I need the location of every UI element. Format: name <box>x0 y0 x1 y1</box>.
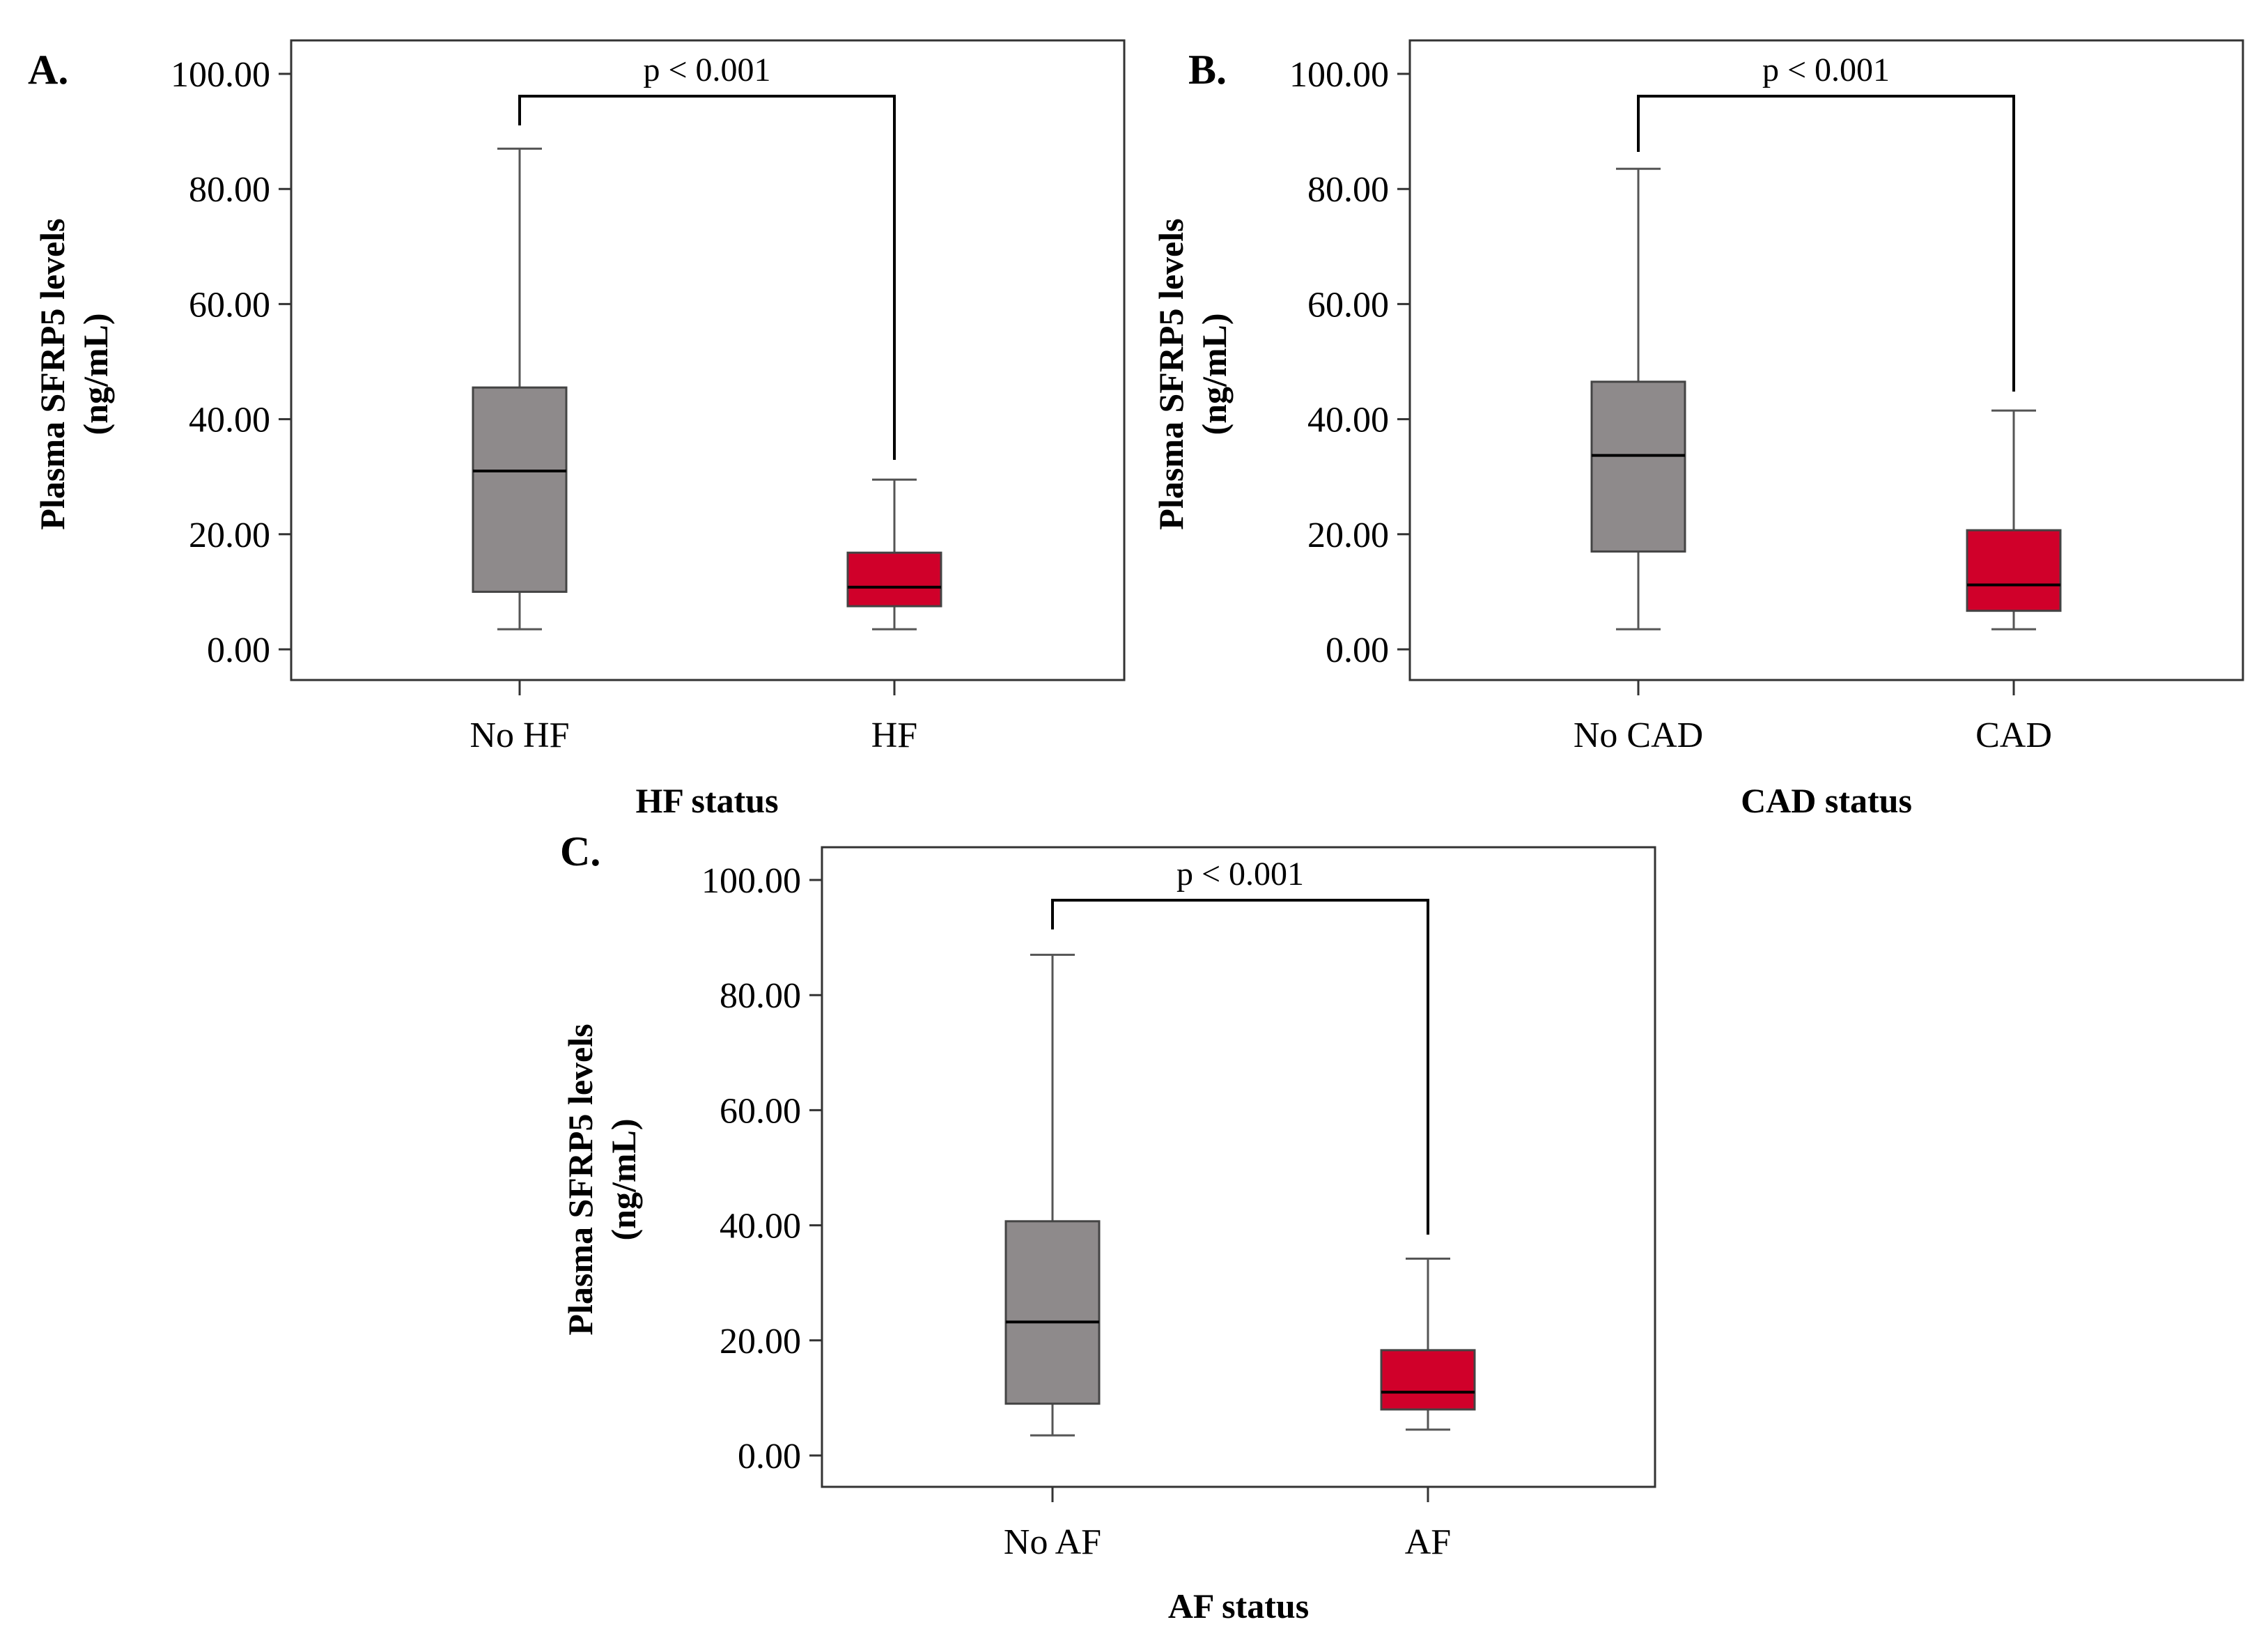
significance-bracket <box>1637 95 2015 392</box>
y-tick-label: 20.00 <box>189 516 270 555</box>
iqr-box <box>472 386 568 593</box>
box-no-af: No AF <box>1004 953 1101 1562</box>
p-value-label: p < 0.001 <box>1176 856 1304 893</box>
y-tick-label: 0.00 <box>738 1437 801 1476</box>
box-no-cad: No CAD <box>1574 167 1703 755</box>
y-tick-label: 80.00 <box>189 170 270 210</box>
panel-label: B. <box>1188 47 1227 93</box>
y-tick-label: 60.00 <box>720 1091 801 1131</box>
y-axis-title: (ng/mL) <box>604 1119 643 1241</box>
y-axis-title: Plasma SFRP5 levels <box>561 1024 600 1335</box>
panel-label: A. <box>28 47 68 93</box>
y-tick-label: 40.00 <box>720 1207 801 1246</box>
y-tick-label: 100.00 <box>1289 55 1389 95</box>
iqr-box <box>1380 1349 1476 1411</box>
y-tick-label: 60.00 <box>1307 285 1389 325</box>
plot-frame <box>290 39 1126 681</box>
chart-panel-a: A. 0.00 20.00 40.00 60.00 80.00 100.00 Plasma S… <box>28 39 1126 820</box>
y-tick-label: 40.00 <box>189 401 270 440</box>
iqr-box <box>1590 380 1686 553</box>
x-category-label: HF <box>871 716 917 755</box>
iqr-box <box>1004 1220 1101 1405</box>
plot-frame <box>821 846 1656 1488</box>
chart-panel-b: B. 0.00 20.00 40.00 60.00 80.00 100.00 Plasma S… <box>1151 39 2244 820</box>
box-no-hf: No HF <box>469 147 570 755</box>
p-value-label: p < 0.001 <box>643 52 770 88</box>
y-axis-title: (ng/mL) <box>1195 314 1234 435</box>
x-category-label: CAD <box>1975 716 2052 755</box>
plot-frame <box>1408 39 2244 681</box>
y-tick-label: 100.00 <box>171 55 270 95</box>
y-axis-title: (ng/mL) <box>76 314 115 435</box>
x-category-label: AF <box>1405 1522 1451 1562</box>
y-axis-title: Plasma SFRP5 levels <box>1151 218 1190 530</box>
box-cad: CAD <box>1966 409 2062 755</box>
x-axis-title: AF status <box>1168 1586 1309 1625</box>
y-tick-label: 0.00 <box>1326 631 1389 670</box>
chart-panel-c: C. 0.00 20.00 40.00 60.00 80.00 100.00 Plasma S… <box>560 828 1656 1625</box>
y-axis-title: Plasma SFRP5 levels <box>33 218 72 530</box>
y-tick-label: 20.00 <box>720 1322 801 1361</box>
iqr-box <box>846 551 942 608</box>
iqr-box <box>1966 529 2062 612</box>
x-axis-title: HF status <box>635 781 778 820</box>
box-hf: HF <box>846 478 942 755</box>
y-tick-label: 20.00 <box>1307 516 1389 555</box>
y-tick-label: 80.00 <box>1307 170 1389 210</box>
box-af: AF <box>1380 1258 1476 1562</box>
y-tick-label: 40.00 <box>1307 401 1389 440</box>
y-tick-label: 80.00 <box>720 976 801 1016</box>
significance-bracket <box>518 95 896 460</box>
x-axis-title: CAD status <box>1741 781 1912 820</box>
p-value-label: p < 0.001 <box>1762 52 1890 88</box>
x-category-label: No AF <box>1004 1522 1101 1562</box>
panel-label: C. <box>560 828 600 874</box>
y-tick-label: 0.00 <box>207 631 270 670</box>
y-tick-label: 60.00 <box>189 285 270 325</box>
x-category-label: No CAD <box>1574 716 1703 755</box>
y-tick-label: 100.00 <box>701 861 801 901</box>
x-category-label: No HF <box>469 716 569 755</box>
significance-bracket <box>1051 899 1429 1235</box>
